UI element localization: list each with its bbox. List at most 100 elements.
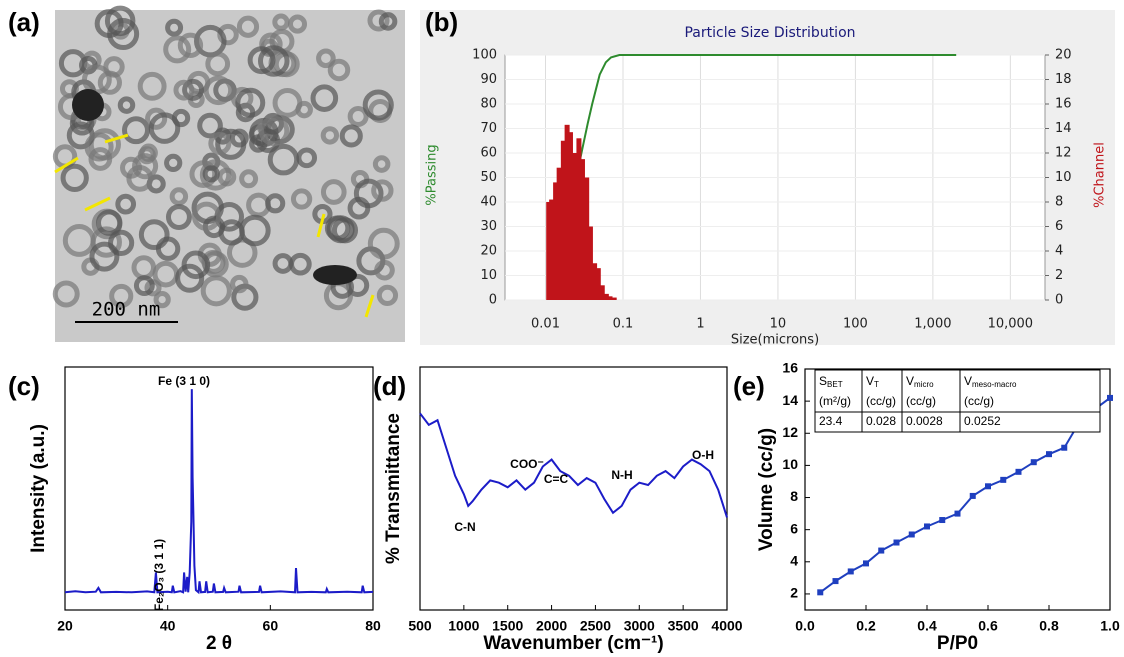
bar bbox=[611, 297, 617, 300]
nanotube bbox=[316, 48, 336, 69]
marker bbox=[832, 578, 839, 585]
panel-label: (a) bbox=[8, 7, 40, 37]
y-tick-label: 100 bbox=[472, 48, 497, 63]
x-tick-label: 40 bbox=[160, 618, 176, 634]
nanotube bbox=[165, 204, 192, 231]
y-tick-label: 6 bbox=[790, 520, 798, 536]
nanotube bbox=[235, 87, 266, 118]
marker bbox=[817, 589, 824, 596]
nanotube bbox=[115, 193, 137, 215]
table-unit: (m²/g) bbox=[819, 394, 851, 408]
bar bbox=[560, 140, 566, 300]
table-cell: 23.4 bbox=[819, 414, 843, 428]
y-tick-label: 60 bbox=[480, 146, 497, 161]
y-axis-label: %Passing bbox=[425, 144, 440, 205]
nanotube bbox=[84, 132, 114, 162]
table-header: Vmicro bbox=[906, 374, 934, 389]
arrow bbox=[54, 156, 79, 174]
table-cell: 0.028 bbox=[866, 414, 896, 428]
bar bbox=[567, 132, 573, 300]
nanotube bbox=[109, 283, 134, 309]
y2-tick-label: 14 bbox=[1055, 121, 1072, 136]
y2-tick-label: 10 bbox=[1055, 170, 1072, 185]
nanotube bbox=[229, 128, 249, 148]
marker bbox=[863, 560, 869, 567]
table-unit: (cc/g) bbox=[906, 394, 936, 408]
particle bbox=[72, 89, 104, 121]
header-subscript: T bbox=[874, 380, 879, 389]
panel-label: (e) bbox=[733, 371, 765, 401]
nanotube bbox=[239, 214, 271, 247]
nanotube bbox=[347, 196, 371, 220]
y2-tick-label: 18 bbox=[1055, 72, 1072, 87]
bar bbox=[549, 199, 555, 300]
data-line bbox=[419, 412, 728, 518]
x-tick-label: 0.4 bbox=[917, 618, 937, 634]
x-tick-label: 60 bbox=[263, 618, 279, 634]
annotation: C-N bbox=[454, 520, 475, 534]
plot-frame bbox=[64, 366, 374, 611]
annotation: Fe₂O₃ (3 1 1) bbox=[152, 539, 166, 611]
marker bbox=[908, 531, 915, 538]
nanotube bbox=[153, 290, 171, 309]
nanotube bbox=[94, 9, 124, 39]
nanotube bbox=[117, 96, 136, 114]
nanotube bbox=[290, 188, 313, 210]
y2-tick-label: 6 bbox=[1055, 219, 1063, 234]
y2-tick-label: 20 bbox=[1055, 48, 1072, 63]
table-cell: 0.0252 bbox=[964, 414, 1001, 428]
y-tick-label: 2 bbox=[790, 585, 798, 601]
y-tick-label: 10 bbox=[782, 456, 798, 472]
nanotube bbox=[164, 153, 183, 173]
y-tick-label: 50 bbox=[480, 170, 497, 185]
marker bbox=[1030, 459, 1037, 466]
y-tick-label: 80 bbox=[480, 97, 497, 112]
nanotube bbox=[296, 147, 318, 169]
nanotube bbox=[205, 51, 231, 77]
y-tick-label: 70 bbox=[480, 121, 497, 136]
panel-label: (d) bbox=[373, 371, 406, 401]
nanotube bbox=[203, 75, 234, 106]
nanotube bbox=[378, 12, 398, 31]
x-tick-label: 2000 bbox=[536, 618, 567, 634]
annotation: N-H bbox=[611, 468, 632, 482]
chart-title: Particle Size Distribution bbox=[684, 25, 855, 41]
nanotube bbox=[326, 215, 355, 244]
nanotube bbox=[376, 284, 399, 307]
nanotube bbox=[239, 169, 259, 189]
plot-frame bbox=[419, 366, 728, 611]
x-tick-label: 4000 bbox=[711, 618, 742, 634]
panel-label: (b) bbox=[425, 7, 458, 37]
header-symbol: V bbox=[906, 374, 914, 388]
plot-frame bbox=[804, 368, 1111, 611]
nanotube bbox=[137, 146, 156, 165]
y-axis-label: Volume (cc/g) bbox=[756, 428, 777, 551]
bar bbox=[556, 167, 562, 300]
nanotube bbox=[182, 78, 205, 101]
nanotube bbox=[122, 116, 150, 145]
y-tick-label: 4 bbox=[790, 553, 798, 569]
bar bbox=[579, 159, 585, 300]
nanotube bbox=[177, 32, 204, 58]
nanotube bbox=[103, 56, 125, 78]
nanotube bbox=[148, 112, 181, 144]
nanotube bbox=[197, 112, 223, 139]
y-tick-label: 10 bbox=[480, 268, 497, 283]
bar bbox=[607, 296, 613, 300]
y-tick-label: 16 bbox=[782, 360, 798, 376]
nanotube bbox=[96, 209, 123, 236]
x-tick-label: 100 bbox=[843, 317, 868, 332]
marker bbox=[1000, 476, 1007, 483]
nanotube bbox=[191, 191, 224, 224]
y2-tick-label: 4 bbox=[1055, 244, 1063, 259]
nanotube bbox=[138, 219, 170, 251]
data-line bbox=[64, 389, 374, 595]
bar bbox=[576, 138, 582, 300]
nanotube bbox=[133, 275, 155, 297]
nanotube bbox=[163, 35, 192, 64]
bar bbox=[595, 268, 601, 300]
bar bbox=[546, 202, 552, 300]
nanotube bbox=[236, 15, 260, 38]
marker bbox=[939, 517, 946, 524]
header-subscript: micro bbox=[914, 380, 934, 389]
